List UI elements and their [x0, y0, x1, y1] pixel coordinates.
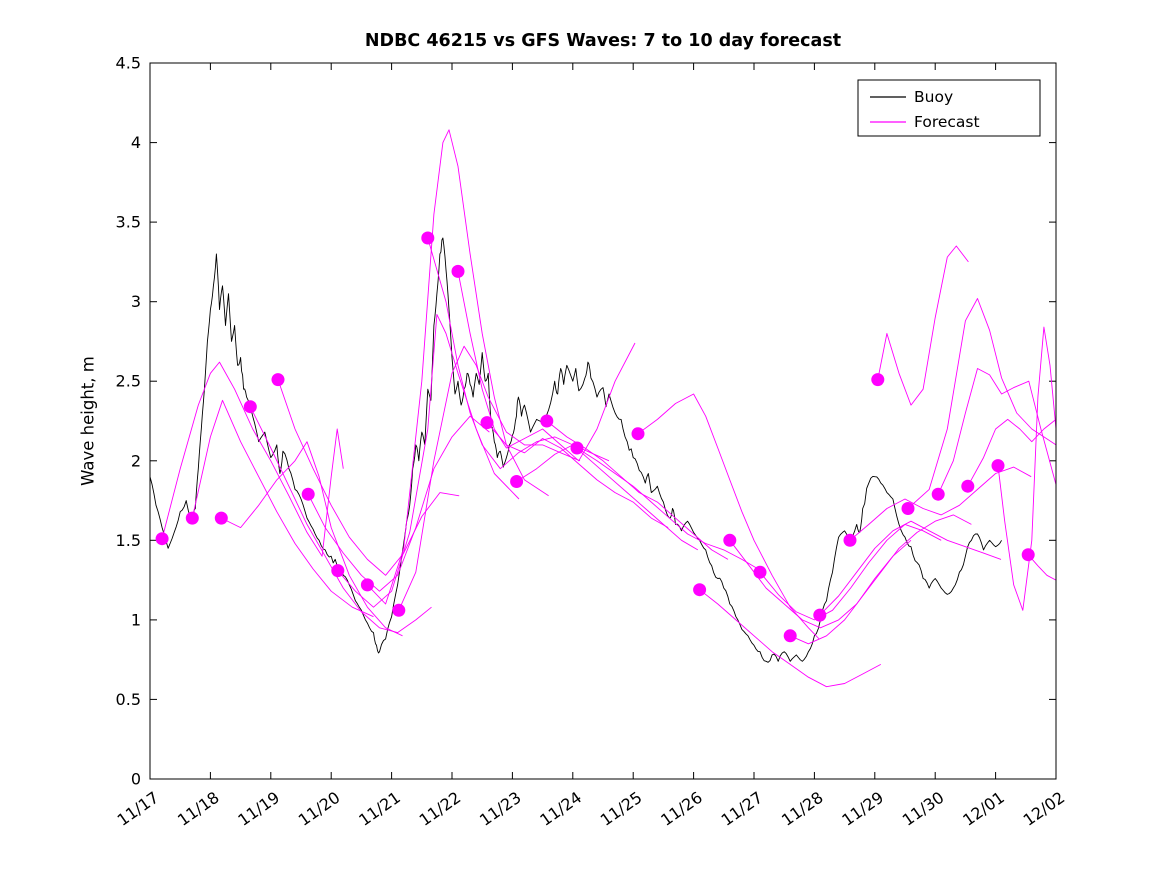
forecast-line [367, 129, 549, 605]
forecast-start-marker [1021, 548, 1035, 562]
legend-entry-label: Forecast [914, 113, 980, 131]
forecast-start-marker [301, 487, 315, 501]
forecast-line [516, 444, 699, 551]
forecast-line [398, 345, 581, 611]
legend: Buoy Forecast [857, 79, 1041, 137]
forecast-line [967, 418, 1057, 487]
chart-title: NDBC 46215 vs GFS Waves: 7 to 10 day for… [364, 31, 842, 51]
forecast-start-marker [331, 564, 345, 578]
forecast-line [699, 589, 882, 688]
forecast-line [907, 298, 1057, 509]
x-tick-label: 11/18 [174, 788, 223, 830]
x-tick-label: 11/28 [778, 788, 827, 830]
x-tick-label: 11/25 [597, 788, 646, 830]
forecast-start-marker [451, 264, 465, 278]
forecast-start-marker [871, 373, 885, 387]
x-tick-label: 11/20 [295, 788, 344, 830]
y-tick-label: 0 [131, 770, 141, 789]
forecast-start-marker [631, 427, 645, 441]
forecast-start-marker [693, 583, 707, 597]
forecast-start-marker [243, 400, 257, 414]
y-tick-label: 4.5 [116, 54, 141, 73]
forecast-line [937, 368, 1057, 495]
forecast-start-marker [392, 603, 406, 617]
forecast-start-marker [931, 487, 945, 501]
forecast-start-marker [901, 502, 915, 515]
forecast-start-marker [570, 441, 584, 455]
x-tick-label: 12/02 [1020, 788, 1069, 830]
buoy-line [149, 237, 1002, 663]
x-tick-label: 11/21 [355, 788, 404, 830]
forecast-start-marker [214, 511, 228, 525]
forecast-line [759, 523, 942, 621]
forecast-line [277, 379, 460, 576]
y-tick-label: 2 [131, 451, 141, 470]
x-tick-label: 11/23 [476, 788, 525, 830]
forecast-start-marker [510, 475, 524, 488]
forecast-start-marker [991, 459, 1005, 473]
x-tick-label: 11/19 [234, 788, 283, 830]
forecast-line [307, 415, 490, 592]
forecast-start-marker [783, 629, 797, 643]
forecast-start-marker [813, 608, 827, 622]
forecast-line [729, 539, 912, 629]
forecast-line [161, 361, 344, 557]
forecast-start-marker [480, 416, 494, 430]
legend-entry-label: Buoy [914, 88, 953, 106]
forecast-start-marker [843, 533, 857, 547]
forecast-start-marker [961, 479, 975, 493]
x-tick-label: 12/01 [959, 788, 1008, 830]
y-tick-label: 0.5 [116, 690, 141, 709]
x-tick-label: 11/30 [899, 788, 948, 830]
legend-box [857, 79, 1041, 137]
y-tick-label: 1 [131, 610, 141, 629]
x-tick-label: 11/22 [416, 788, 465, 830]
forecast-start-marker [155, 532, 169, 546]
axes-box [149, 62, 1057, 780]
forecast-line [1027, 554, 1057, 581]
forecast-start-marker [753, 565, 767, 579]
x-tick-label: 11/24 [536, 788, 585, 830]
x-tick-label: 11/27 [718, 788, 767, 830]
y-tick-label: 4 [131, 133, 141, 152]
forecast-start-marker [185, 511, 199, 525]
y-tick-label: 3.5 [116, 213, 141, 232]
x-tick-label: 11/26 [657, 788, 706, 830]
forecast-line [576, 447, 759, 570]
forecast-line [221, 441, 403, 637]
x-tick-label: 11/29 [838, 788, 887, 830]
y-tick-label: 1.5 [116, 531, 141, 550]
x-tick-label: 11/17 [114, 788, 163, 830]
forecast-start-marker [271, 373, 285, 387]
forecast-line [997, 326, 1057, 611]
forecast-start-marker [421, 231, 435, 245]
forecast-start-marker [540, 414, 554, 428]
forecast-line [191, 399, 374, 618]
y-tick-label: 3 [131, 292, 141, 311]
forecast-line [337, 313, 520, 608]
forecast-start-marker [360, 578, 374, 592]
forecast-line [486, 422, 669, 528]
forecast-start-marker [723, 533, 737, 547]
forecast-line [637, 393, 820, 640]
forecast-line [790, 514, 972, 645]
forecast-line [877, 245, 969, 406]
forecast-line [849, 466, 1032, 541]
y-tick-label: 2.5 [116, 372, 141, 391]
forecast-line [819, 520, 1002, 616]
forecast-line [249, 406, 432, 634]
forecast-line [457, 271, 636, 462]
